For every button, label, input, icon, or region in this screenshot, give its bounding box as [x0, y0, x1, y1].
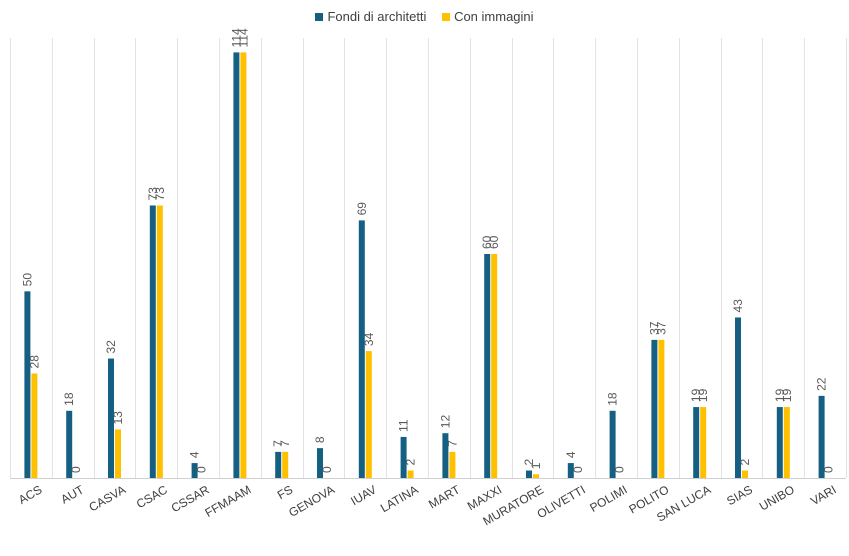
data-label: 19	[780, 388, 794, 402]
bar-latina-series-1	[400, 436, 407, 478]
bar-muratore-series-1	[526, 470, 532, 478]
bar-maxxi-series-1	[484, 254, 491, 478]
bar-san-luca-series-2	[700, 407, 707, 478]
x-tick-label: LATINA	[378, 482, 421, 515]
data-label: 18	[606, 392, 620, 406]
x-tick-label: FS	[275, 482, 295, 502]
x-tick-label: FFMAAM	[203, 482, 254, 519]
x-tick-label: IUAV	[348, 482, 378, 508]
data-label: 2	[404, 459, 418, 466]
data-label: 7	[278, 440, 292, 447]
data-label: 12	[438, 415, 452, 429]
data-label: 7	[445, 440, 459, 447]
bar-csac-series-2	[156, 205, 163, 478]
bar-latina-series-2	[407, 470, 414, 478]
x-tick-label: CSAC	[134, 482, 170, 511]
data-label: 0	[69, 466, 83, 473]
bar-aut-series-1	[66, 410, 73, 478]
bar-ffmaam-series-1	[233, 52, 240, 479]
data-label: 69	[355, 202, 369, 216]
bar-casva-series-1	[108, 358, 114, 478]
legend-swatch-series-1	[315, 13, 324, 21]
data-label: 4	[188, 451, 202, 458]
bar-muratore-series-2	[533, 474, 539, 478]
legend-label-series-2: Con immagini	[454, 9, 534, 24]
data-label: 7	[271, 440, 285, 447]
bar-sias-series-1	[735, 317, 741, 478]
data-label: 2	[738, 459, 752, 466]
bar-iuav-series-2	[365, 351, 372, 478]
bar-iuav-series-1	[358, 220, 365, 478]
x-tick-label: CASVA	[87, 482, 128, 514]
bar-sias-series-2	[742, 470, 748, 478]
data-label: 28	[27, 355, 41, 369]
data-label: 43	[731, 299, 745, 313]
bar-vari-series-1	[818, 395, 825, 478]
x-tick-label: MART	[426, 482, 463, 511]
data-label: 13	[111, 411, 125, 425]
data-label: 11	[397, 419, 411, 432]
data-label: 60	[480, 235, 494, 249]
legend-swatch-series-2	[442, 13, 451, 21]
bar-mart-series-1	[442, 433, 449, 478]
x-tick-label: ACS	[16, 482, 44, 506]
data-label: 0	[320, 466, 334, 473]
bar-unibo-series-2	[783, 407, 790, 478]
data-label: 1	[529, 462, 543, 469]
x-tick-label: GENOVA	[286, 482, 337, 519]
x-tick-label: UNIBO	[757, 482, 797, 513]
data-label: 0	[195, 466, 209, 473]
bar-acs-series-1	[24, 291, 31, 478]
data-label: 60	[487, 235, 501, 249]
bar-polito-series-2	[658, 339, 665, 478]
data-label: 8	[313, 436, 327, 443]
bar-acs-series-2	[31, 373, 38, 478]
data-label: 18	[62, 392, 76, 406]
data-label: 50	[20, 273, 34, 287]
data-label: 0	[613, 466, 627, 473]
x-tick-label: OLIVETTI	[535, 482, 588, 521]
legend-label-series-1: Fondi di architetti	[327, 9, 427, 24]
bar-san-luca-series-1	[693, 407, 700, 478]
data-label: 32	[104, 340, 118, 354]
bar-csac-series-1	[149, 205, 156, 478]
data-label: 37	[647, 321, 661, 335]
bar-fs-series-2	[282, 451, 289, 478]
bar-olivetti-series-1	[567, 463, 574, 478]
bar-unibo-series-1	[776, 407, 783, 478]
data-label: 19	[696, 388, 710, 402]
data-label: 73	[146, 187, 160, 201]
legend-item-series-2: Con immagini	[442, 9, 534, 24]
data-label: 34	[362, 332, 376, 346]
data-label: 2	[522, 459, 536, 466]
data-label: 0	[571, 466, 585, 473]
x-tick-label: SIAS	[724, 482, 755, 508]
legend-item-series-1: Fondi di architetti	[315, 9, 426, 24]
x-tick-label: VARI	[808, 482, 838, 508]
data-label: 37	[654, 321, 668, 335]
bar-genova-series-1	[317, 448, 323, 478]
bar-maxxi-series-2	[491, 254, 498, 478]
bar-polito-series-1	[651, 339, 658, 478]
data-label: 73	[153, 187, 167, 201]
data-label: 114	[229, 28, 243, 47]
data-label: 114	[236, 28, 250, 47]
bar-polimi-series-1	[609, 410, 616, 478]
bar-mart-series-2	[449, 451, 456, 478]
x-tick-label: AUT	[58, 482, 86, 506]
bar-ffmaam-series-2	[240, 52, 247, 479]
data-label: 4	[564, 451, 578, 458]
x-tick-label: POLIMI	[587, 482, 629, 514]
data-label: 19	[773, 388, 787, 402]
data-label: 22	[815, 377, 829, 391]
bar-cssar-series-1	[191, 463, 198, 478]
chart-legend: Fondi di architetti Con immagini	[0, 9, 849, 24]
data-label: 19	[689, 388, 703, 402]
data-label: 0	[822, 466, 836, 473]
bar-casva-series-2	[115, 429, 121, 478]
bar-fs-series-1	[275, 451, 282, 478]
